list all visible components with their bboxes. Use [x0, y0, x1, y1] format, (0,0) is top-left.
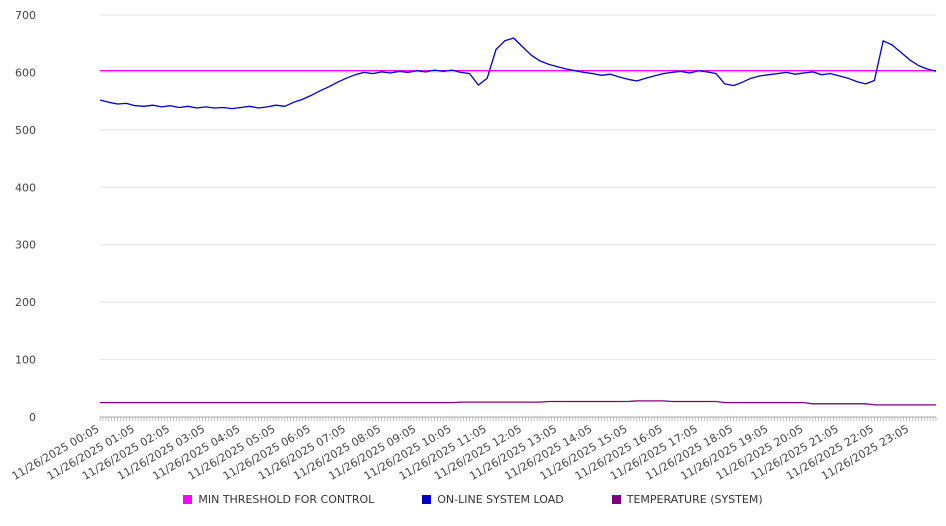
y-tick-label: 700	[15, 9, 36, 22]
series-line-temperature	[100, 400, 936, 406]
y-tick-label: 300	[15, 239, 36, 252]
y-tick-label: 600	[15, 66, 36, 79]
legend-item-temperature[interactable]: TEMPERATURE (SYSTEM)	[611, 492, 763, 506]
legend-label-system-load: ON-LINE SYSTEM LOAD	[437, 492, 564, 506]
chart-legend: MIN THRESHOLD FOR CONTROL ON-LINE SYSTEM…	[0, 484, 946, 514]
legend-item-system-load[interactable]: ON-LINE SYSTEM LOAD	[422, 492, 564, 506]
legend-swatch-system-load-icon	[422, 494, 432, 504]
y-tick-label: 0	[29, 411, 36, 424]
y-tick-label: 100	[15, 354, 36, 367]
legend-swatch-temperature-icon	[611, 494, 621, 504]
legend-swatch-min-threshold-icon	[183, 494, 193, 504]
y-tick-label: 400	[15, 181, 36, 194]
legend-item-min-threshold[interactable]: MIN THRESHOLD FOR CONTROL	[183, 493, 374, 506]
y-tick-label: 500	[15, 124, 36, 137]
legend-label-temperature: TEMPERATURE (SYSTEM)	[626, 492, 763, 506]
legend-label-min-threshold: MIN THRESHOLD FOR CONTROL	[198, 492, 375, 506]
y-tick-label: 200	[15, 296, 36, 309]
series-line-system-load	[99, 37, 937, 110]
